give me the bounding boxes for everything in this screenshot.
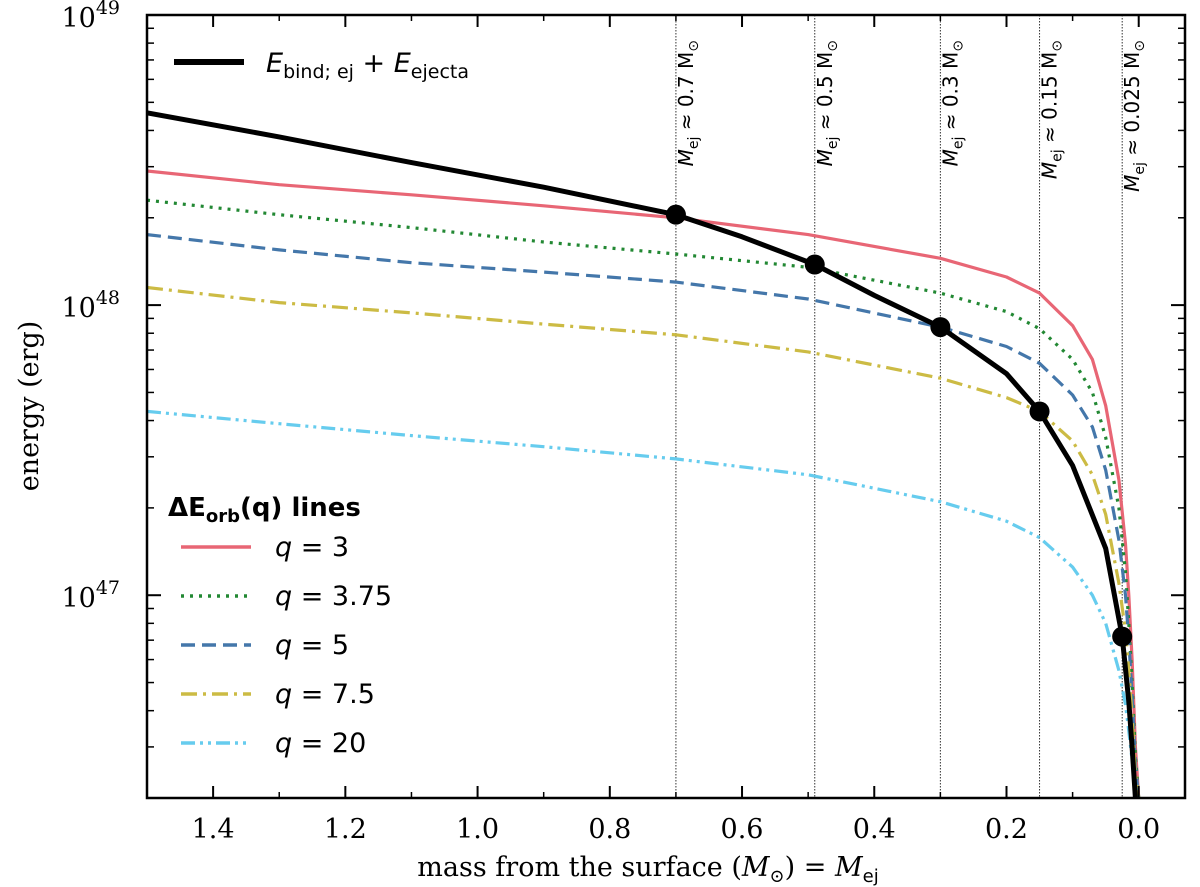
series-line-4 [147, 285, 1141, 798]
intersection-point-2 [930, 317, 951, 338]
legend-label-3: q = 7.5 [275, 679, 375, 710]
axis-ticks [146, 14, 1185, 799]
intersection-points [665, 204, 1133, 647]
plot-frame [145, 13, 1187, 800]
legend-label-2: q = 5 [275, 630, 349, 661]
y-tick-label-2: 1049 [61, 0, 120, 34]
legend-top: Ebind; ej + Eejecta [174, 48, 469, 83]
tick-labels: 1.4 1.2 1.0 0.8 0.6 0.4 0.2 0.0 1047 1048 1049 [61, 0, 1160, 845]
intersection-point-4 [1112, 626, 1133, 647]
legend-lines-title: ΔEorb(q) lines [168, 493, 361, 527]
vline-label-3: Mej ≈ 0.15 M⊙ [1038, 40, 1066, 179]
x-tick-label-6: 0.2 [985, 814, 1028, 845]
intersection-point-1 [804, 254, 825, 275]
legend-label-4: q = 20 [275, 728, 366, 759]
y-tick-label-0: 1047 [61, 577, 120, 614]
x-tick-label-1: 1.2 [324, 814, 367, 845]
legend-label-1: q = 3.75 [275, 581, 392, 612]
intersection-point-0 [665, 204, 686, 225]
marker-lines: Mej ≈ 0.7 M⊙ Mej ≈ 0.5 M⊙ Mej ≈ 0.3 M⊙ Mej … [674, 15, 1148, 798]
legend-lines: ΔEorb(q) lines q = 3 q = 3.75 q = 5 q = 7.5… [168, 493, 392, 759]
y-axis-label: energy (erg) [14, 321, 45, 492]
vline-label-4: Mej ≈ 0.025 M⊙ [1120, 40, 1148, 192]
legend-entries: q = 3 q = 3.75 q = 5 q = 7.5 q = 20 [181, 532, 392, 759]
series-line-3 [147, 233, 1141, 798]
vline-label-2: Mej ≈ 0.3 M⊙ [938, 40, 966, 166]
vline-label-1: Mej ≈ 0.5 M⊙ [813, 40, 841, 166]
x-tick-label-5: 0.4 [853, 814, 896, 845]
x-tick-label-7: 0.0 [1117, 814, 1160, 845]
series-line-1 [147, 169, 1141, 798]
intersection-point-3 [1029, 401, 1050, 422]
vline-label-0: Mej ≈ 0.7 M⊙ [674, 40, 702, 166]
legend-label-0: q = 3 [275, 532, 349, 563]
y-tick-label-1: 1048 [61, 287, 120, 324]
x-axis-label: mass from the surface (M⊙) = Mej [417, 852, 878, 887]
x-tick-label-4: 0.6 [721, 814, 764, 845]
x-tick-label-0: 1.4 [192, 814, 235, 845]
x-tick-label-3: 0.8 [588, 814, 631, 845]
x-tick-label-2: 1.0 [456, 814, 499, 845]
legend-top-label: Ebind; ej + Eejecta [266, 48, 469, 83]
